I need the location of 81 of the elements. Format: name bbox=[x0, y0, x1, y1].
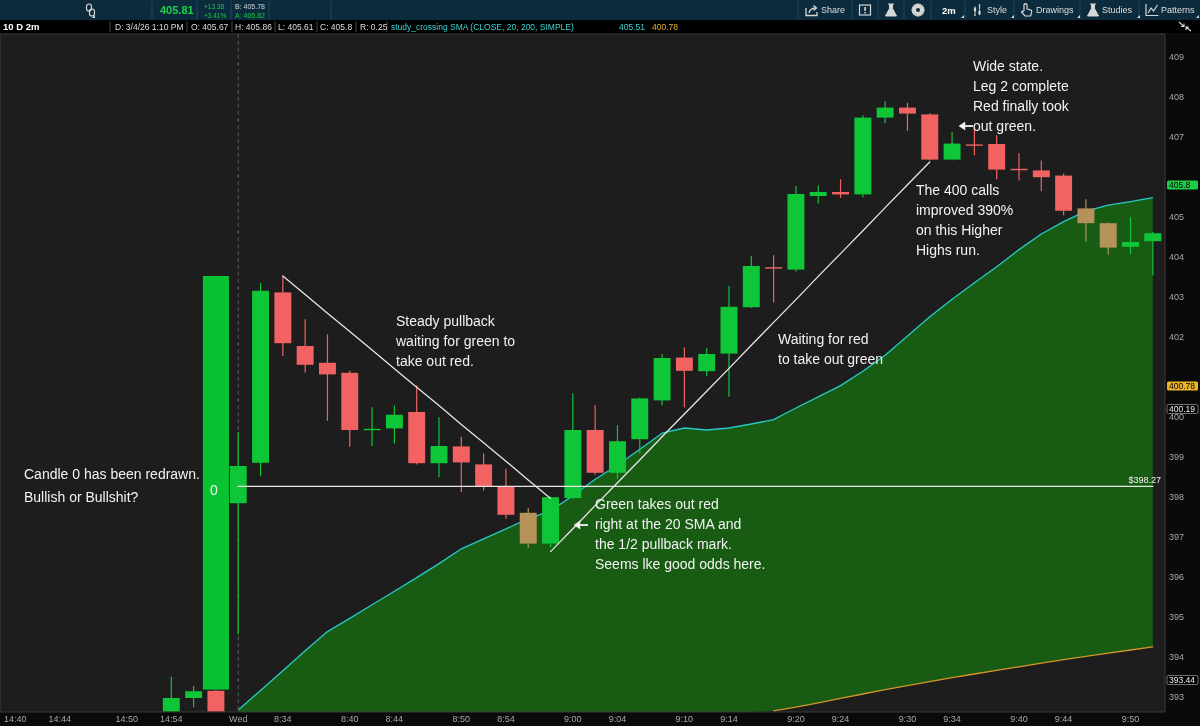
chart-title: 10 D 2m bbox=[3, 21, 40, 32]
x-tick-label: 9:00 bbox=[564, 714, 582, 724]
x-tick-label: 8:34 bbox=[274, 714, 292, 724]
annotation: Green takes out red right at the 20 SMA and the 1/2 pullback mark. Seems lke good odds here. bbox=[595, 496, 766, 572]
x-tick-label: 14:50 bbox=[115, 714, 138, 724]
candlestick bbox=[1144, 231, 1162, 276]
candlestick bbox=[385, 405, 403, 445]
x-tick-label: 8:40 bbox=[341, 714, 359, 724]
y-tick-label: 403 bbox=[1169, 292, 1185, 303]
x-tick-label: 9:14 bbox=[720, 714, 738, 724]
text: Share bbox=[821, 5, 846, 15]
candlestick bbox=[876, 100, 894, 124]
y-tick-label: 409 bbox=[1169, 52, 1185, 63]
candlestick bbox=[296, 318, 314, 373]
y-tick-label: 408 bbox=[1169, 92, 1185, 103]
x-tick-label: 9:44 bbox=[1054, 714, 1073, 724]
candlestick bbox=[1077, 198, 1095, 243]
x-tick-label: 14:54 bbox=[160, 714, 183, 724]
annotation: Candle 0 has been redrawn. Bullish or Bullshit? bbox=[24, 466, 200, 505]
candlestick bbox=[318, 333, 336, 422]
candlestick bbox=[430, 416, 448, 478]
candlestick bbox=[1122, 216, 1140, 255]
y-tick-label: 400 bbox=[1169, 412, 1185, 423]
text: C: 405.8 bbox=[320, 21, 353, 32]
line-series bbox=[772, 646, 1154, 712]
y-tick-label: 396 bbox=[1169, 572, 1185, 583]
annotation: Steady pullback waiting for green to take out red. bbox=[395, 313, 516, 369]
candlestick bbox=[162, 676, 180, 712]
text: Style bbox=[987, 5, 1008, 15]
x-tick-label: 9:30 bbox=[898, 714, 917, 724]
text: 2m bbox=[942, 4, 956, 16]
text: L: 405.61 bbox=[278, 21, 314, 32]
annotation: 0 bbox=[210, 482, 219, 498]
x-tick-label: 14:40 bbox=[3, 714, 27, 724]
x-tick-label: 8:50 bbox=[452, 714, 471, 724]
annotation: The 400 calls improved 390% on this Higher Highs run. bbox=[916, 182, 1014, 258]
candlestick bbox=[675, 346, 693, 408]
text: O: 405.67 bbox=[191, 21, 229, 32]
x-tick-label: 9:40 bbox=[1010, 714, 1028, 724]
candlestick bbox=[943, 131, 961, 161]
y-tick-label: 394 bbox=[1169, 652, 1185, 663]
text: Patterns bbox=[1161, 5, 1196, 15]
candlestick bbox=[475, 453, 493, 491]
candlestick bbox=[698, 347, 716, 377]
candlestick bbox=[898, 102, 916, 132]
y-tick-label: 405 bbox=[1169, 212, 1185, 223]
x-tick-label: 8:54 bbox=[497, 714, 515, 724]
candlestick bbox=[1032, 159, 1050, 192]
x-tick-label: 8:44 bbox=[385, 714, 404, 724]
y-tick-label: 393 bbox=[1169, 692, 1185, 703]
x-tick-label: 9:04 bbox=[608, 714, 627, 724]
text: D: 3/4/26 1:10 PM bbox=[115, 21, 184, 32]
y-tick-label: 395 bbox=[1169, 612, 1185, 623]
x-tick-label: Wed bbox=[229, 714, 248, 724]
text: R: 0.25 bbox=[360, 21, 388, 32]
x-tick-label: 14:44 bbox=[48, 714, 72, 724]
text: Studies bbox=[1102, 5, 1133, 15]
annotation: $398.27 bbox=[1128, 475, 1161, 485]
y-tick-label: 404 bbox=[1169, 252, 1185, 263]
y-tick-label: 399 bbox=[1169, 452, 1185, 463]
x-tick-label: 9:34 bbox=[943, 714, 961, 724]
x-tick-label: 9:50 bbox=[1121, 714, 1140, 724]
y-tick-label: 398 bbox=[1169, 492, 1185, 503]
text: 405.81 bbox=[160, 4, 194, 16]
candlestick bbox=[765, 254, 783, 303]
y-tick-label: 407 bbox=[1169, 132, 1185, 143]
x-tick-label: 9:10 bbox=[675, 714, 694, 724]
text: Drawings bbox=[1036, 5, 1075, 15]
candlestick bbox=[185, 685, 203, 708]
y-tick-label: 402 bbox=[1169, 332, 1185, 343]
candlestick bbox=[452, 436, 470, 493]
x-tick-label: 9:24 bbox=[831, 714, 850, 724]
y-tick-label: 397 bbox=[1169, 532, 1185, 543]
text: 405.8 bbox=[1169, 180, 1191, 190]
text: H: 405.86 bbox=[235, 21, 273, 32]
annotation: Wide state. Leg 2 complete Red finally took out green. bbox=[973, 58, 1070, 134]
text: 405.51 bbox=[619, 21, 646, 32]
text: study_crossing SMA (CLOSE, 20, 200, SIMPLE) bbox=[391, 21, 574, 32]
annotation: Waiting for red to take out green bbox=[778, 331, 884, 367]
text: 400.78 bbox=[652, 21, 679, 32]
x-tick-label: 9:20 bbox=[787, 714, 805, 724]
